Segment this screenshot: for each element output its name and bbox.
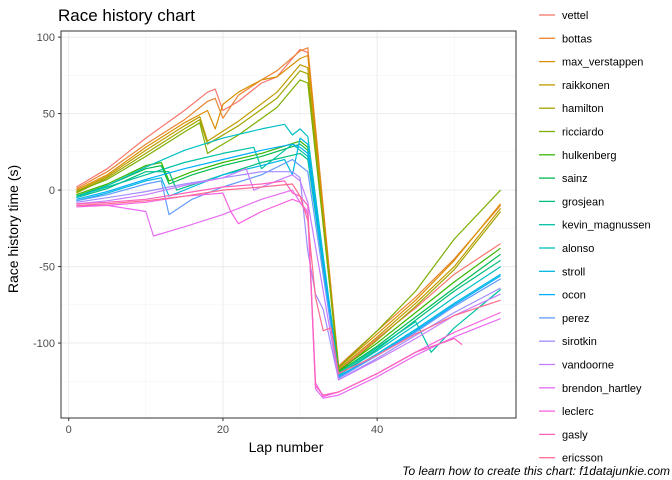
legend-item-brendon_hartley: brendon_hartley	[539, 383, 642, 395]
series-line-vandoorne	[76, 168, 501, 381]
series-line-grosjean	[76, 152, 501, 376]
legend-label: perez	[562, 313, 590, 325]
legend: vettel bottas max_verstappen raikkonen hamil…	[539, 10, 651, 465]
legend-label: max_verstappen	[562, 57, 643, 69]
chart-title: Race history chart	[58, 6, 195, 25]
y-axis-title: Race history time (s)	[5, 165, 21, 293]
x-tick-label: 40	[371, 424, 383, 436]
legend-label: sirotkin	[562, 336, 597, 348]
y-tick-label: 0	[49, 185, 55, 197]
legend-item-sainz: sainz	[539, 173, 588, 185]
legend-item-hulkenberg: hulkenberg	[539, 150, 616, 162]
legend-label: vandoorne	[562, 360, 614, 372]
legend-item-leclerc: leclerc	[539, 406, 594, 418]
legend-label: hamilton	[562, 103, 604, 115]
x-tick-label: 0	[66, 424, 72, 436]
x-axis: 0 20 40	[66, 418, 383, 436]
chart-caption: To learn how to create this chart: f1dat…	[402, 464, 670, 478]
x-tick-label: 20	[217, 424, 229, 436]
panel-background	[61, 31, 516, 418]
series-line-alonso	[76, 123, 501, 376]
series-line-stroll	[76, 137, 501, 378]
legend-label: ricciardo	[562, 127, 604, 139]
legend-item-gasly: gasly	[539, 429, 588, 441]
legend-item-kevin_magnussen: kevin_magnussen	[539, 220, 651, 232]
series-line-sirotkin	[76, 171, 501, 381]
legend-label: grosjean	[562, 196, 604, 208]
y-tick-label: 50	[43, 109, 55, 121]
y-tick-label: 100	[37, 32, 55, 44]
legend-label: hulkenberg	[562, 150, 616, 162]
series-line-perez	[76, 158, 501, 379]
grid-major	[61, 31, 516, 418]
series-line-ocon	[76, 143, 501, 378]
legend-item-max_verstappen: max_verstappen	[539, 57, 643, 69]
legend-label: raikkonen	[562, 80, 610, 92]
series-line-max_verstappen	[76, 54, 502, 369]
legend-item-ricciardo: ricciardo	[539, 127, 604, 139]
y-axis: -100 -50 0 50 100	[33, 32, 61, 350]
legend-item-ocon: ocon	[539, 290, 586, 302]
legend-label: kevin_magnussen	[562, 220, 651, 232]
series-line-hamilton	[76, 70, 502, 373]
legend-item-alonso: alonso	[539, 243, 594, 255]
legend-label: vettel	[562, 10, 588, 22]
legend-label: bottas	[562, 33, 592, 45]
grid-minor	[61, 31, 516, 418]
legend-item-grosjean: grosjean	[539, 196, 604, 208]
series-line-sainz	[76, 143, 501, 373]
y-tick-label: -100	[33, 338, 55, 350]
legend-label: leclerc	[562, 406, 594, 418]
legend-item-perez: perez	[539, 313, 590, 325]
series-line-raikkonen	[76, 64, 502, 370]
x-axis-title: Lap number	[249, 439, 324, 455]
legend-item-hamilton: hamilton	[539, 103, 604, 115]
legend-label: brendon_hartley	[562, 383, 642, 395]
legend-item-vettel: vettel	[539, 10, 588, 22]
legend-item-ericsson: ericsson	[539, 453, 603, 465]
series-line-ericsson	[76, 183, 501, 375]
legend-label: sainz	[562, 173, 588, 185]
plot-panel	[60, 30, 517, 419]
legend-label: ericsson	[562, 453, 603, 465]
series-lines	[76, 47, 502, 399]
legend-label: stroll	[562, 266, 585, 278]
legend-item-sirotkin: sirotkin	[539, 336, 597, 348]
series-line-ricciardo	[76, 79, 502, 369]
series-line-kevin_magnussen	[76, 143, 501, 375]
legend-label: gasly	[562, 429, 588, 441]
y-tick-label: -50	[39, 262, 55, 274]
legend-item-raikkonen: raikkonen	[539, 80, 610, 92]
legend-label: alonso	[562, 243, 594, 255]
legend-item-stroll: stroll	[539, 266, 585, 278]
panel-border	[60, 30, 517, 419]
legend-label: ocon	[562, 290, 586, 302]
legend-item-vandoorne: vandoorne	[539, 360, 614, 372]
legend-item-bottas: bottas	[539, 33, 592, 45]
